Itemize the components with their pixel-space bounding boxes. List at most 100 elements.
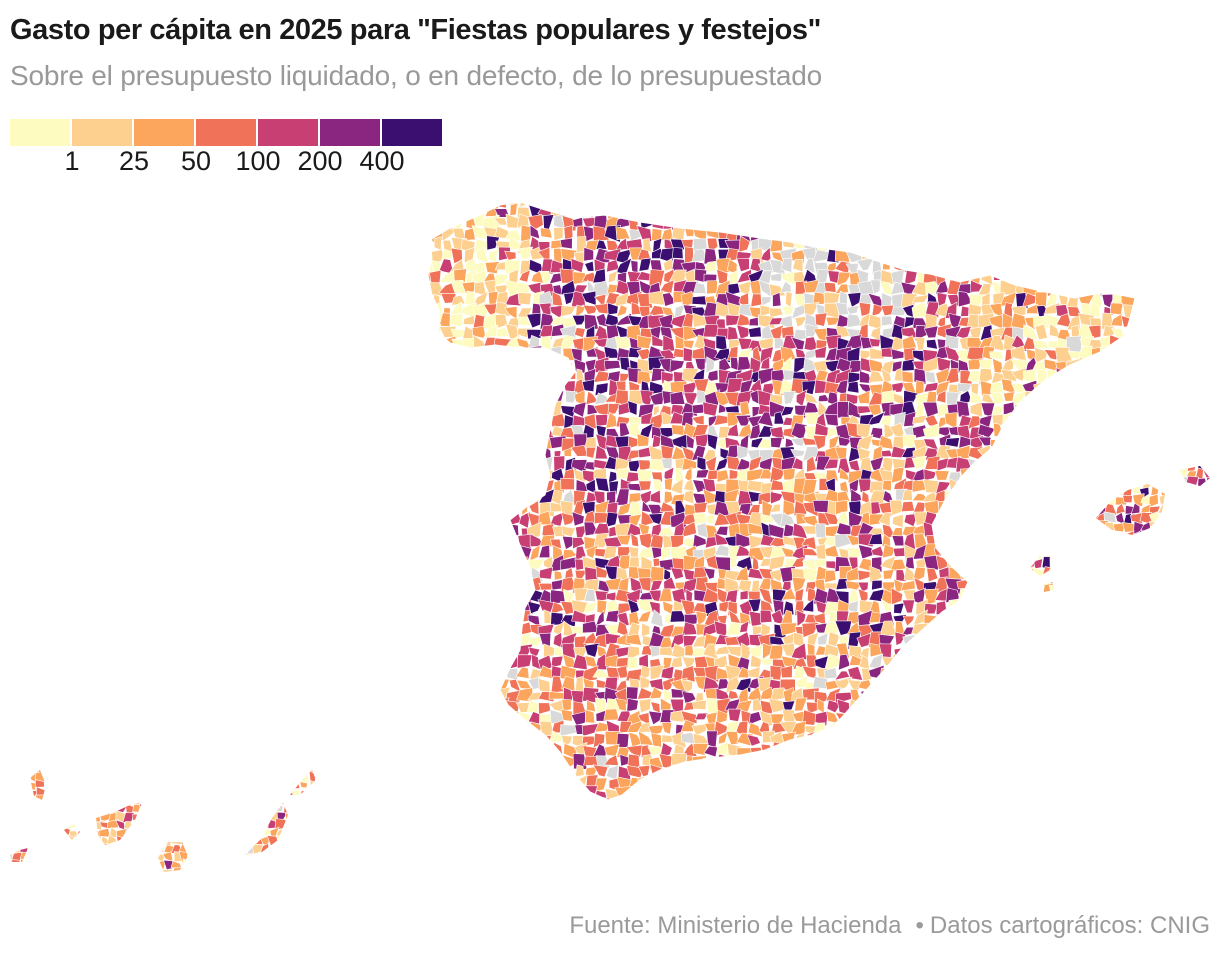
peninsula-cell-2100 <box>1013 538 1026 548</box>
peninsula-cell-2429 <box>1000 588 1016 602</box>
peninsula-cell-2286 <box>882 569 895 580</box>
peninsula-cell-3604 <box>859 789 875 800</box>
peninsula-cell-389 <box>1067 247 1079 263</box>
peninsula-cell-1132 <box>526 379 544 397</box>
peninsula-cell-451 <box>1021 261 1039 276</box>
canarias-cell-493 <box>106 860 120 869</box>
peninsula-cell-2751 <box>911 644 928 655</box>
peninsula-cell-2500 <box>1054 599 1072 612</box>
peninsula-cell-1830 <box>944 489 961 503</box>
peninsula-cell-3498 <box>428 779 434 790</box>
peninsula-cell-3371 <box>472 752 490 770</box>
canarias-cell-491 <box>90 860 104 869</box>
peninsula-cell-1654 <box>462 468 475 482</box>
canarias-cell-582 <box>182 876 189 884</box>
peninsula-cell-3042 <box>482 698 501 714</box>
peninsula-cell-2840 <box>443 666 454 680</box>
peninsula-cell-220 <box>660 227 674 241</box>
canarias-cell-542 <box>179 867 192 872</box>
baleares-cell-135 <box>1051 516 1063 524</box>
canarias-cell-513 <box>269 858 278 871</box>
peninsula-cell-56 <box>1032 202 1048 209</box>
peninsula-cell-193 <box>1090 215 1104 231</box>
peninsula-cell-1575 <box>1045 447 1058 459</box>
peninsula-cell-2441 <box>1133 590 1135 604</box>
peninsula-cell-2236 <box>1055 557 1072 571</box>
baleares-cell-280 <box>1167 565 1180 581</box>
peninsula-cell-677 <box>607 302 619 316</box>
peninsula-cell-3494 <box>1102 763 1114 781</box>
peninsula-cell-2368 <box>1055 579 1070 591</box>
peninsula-cell-976 <box>989 351 1005 361</box>
canarias-cell-105 <box>202 779 216 791</box>
peninsula-cell-1573 <box>1022 446 1040 462</box>
baleares-cell-342 <box>1133 593 1142 606</box>
baleares-cell-88 <box>1030 497 1035 506</box>
peninsula-cell-261 <box>1111 225 1127 243</box>
peninsula-cell-1115 <box>1068 367 1081 386</box>
peninsula-cell-3377 <box>537 755 554 767</box>
peninsula-cell-2030 <box>966 521 985 538</box>
peninsula-cell-449 <box>1002 257 1018 275</box>
peninsula-cell-906 <box>944 334 960 349</box>
peninsula-cell-1787 <box>472 490 489 501</box>
peninsula-cell-3656 <box>706 801 719 813</box>
baleares-cell-30 <box>1093 467 1107 479</box>
peninsula-cell-1329 <box>515 414 529 430</box>
peninsula-cell-2457 <box>583 601 599 614</box>
peninsula-cell-2825 <box>999 654 1018 672</box>
peninsula-cell-3566 <box>438 786 456 800</box>
canarias-cell-505 <box>204 858 214 871</box>
peninsula-cell-325 <box>1089 236 1106 253</box>
peninsula-cell-1394 <box>509 423 523 439</box>
baleares-cell-254 <box>1130 557 1143 571</box>
canarias-cell-59 <box>154 771 166 781</box>
canarias-cell-46 <box>52 771 62 784</box>
peninsula-cell-2037 <box>1043 526 1059 540</box>
canarias-cell-583 <box>188 876 198 885</box>
canarias-cell-510 <box>245 861 252 869</box>
peninsula-cell-1322 <box>438 414 456 428</box>
peninsula-cell-2249 <box>474 565 488 584</box>
baleares-cell-349 <box>1194 594 1208 606</box>
peninsula-cell-2899 <box>1089 666 1103 681</box>
peninsula-cell-1522 <box>463 445 479 462</box>
peninsula-cell-1198 <box>527 389 544 407</box>
peninsula-cell-3310 <box>526 741 544 757</box>
peninsula-cell-2119 <box>498 547 512 559</box>
peninsula-cell-847 <box>1023 324 1039 341</box>
peninsula-cell-3441 <box>515 768 531 777</box>
peninsula-cell-311 <box>934 239 950 251</box>
peninsula-cell-3157 <box>1026 708 1040 727</box>
baleares-cell-339 <box>1104 594 1115 604</box>
peninsula-cell-1594 <box>530 455 544 471</box>
peninsula-cell-1223 <box>804 392 819 404</box>
peninsula-cell-3476 <box>903 763 918 781</box>
canarias-cell-144 <box>195 787 206 800</box>
peninsula-cell-1986 <box>486 521 499 538</box>
peninsula-cell-3489 <box>1044 768 1061 781</box>
peninsula-cell-1609 <box>696 456 707 472</box>
peninsula-cell-2918 <box>574 676 584 693</box>
canarias-cell-573 <box>107 875 119 885</box>
baleares-cell-1 <box>1033 466 1042 470</box>
peninsula-cell-2029 <box>955 523 971 535</box>
canarias-cell-470 <box>245 852 255 863</box>
peninsula-cell-1175 <box>1001 378 1016 395</box>
canarias-cell-64 <box>196 770 205 781</box>
peninsula-cell-3167 <box>1136 711 1143 722</box>
peninsula-cell-1899 <box>979 502 991 517</box>
baleares-cell-309 <box>1031 583 1043 592</box>
peninsula-cell-781 <box>1024 316 1036 331</box>
canarias-cell-523 <box>27 869 38 872</box>
baleares-cell-6 <box>1076 466 1087 471</box>
peninsula-cell-1260 <box>484 404 498 417</box>
peninsula-cell-3322 <box>659 741 673 757</box>
peninsula-cell-2969 <box>1131 676 1135 690</box>
peninsula-cell-3023 <box>1000 687 1016 700</box>
peninsula-cell-2558 <box>966 615 983 627</box>
baleares-cell-73 <box>1087 488 1100 499</box>
peninsula-cell-2294 <box>966 565 985 583</box>
peninsula-cell-1442 <box>1033 424 1051 437</box>
baleares-cell-226 <box>1078 547 1091 562</box>
